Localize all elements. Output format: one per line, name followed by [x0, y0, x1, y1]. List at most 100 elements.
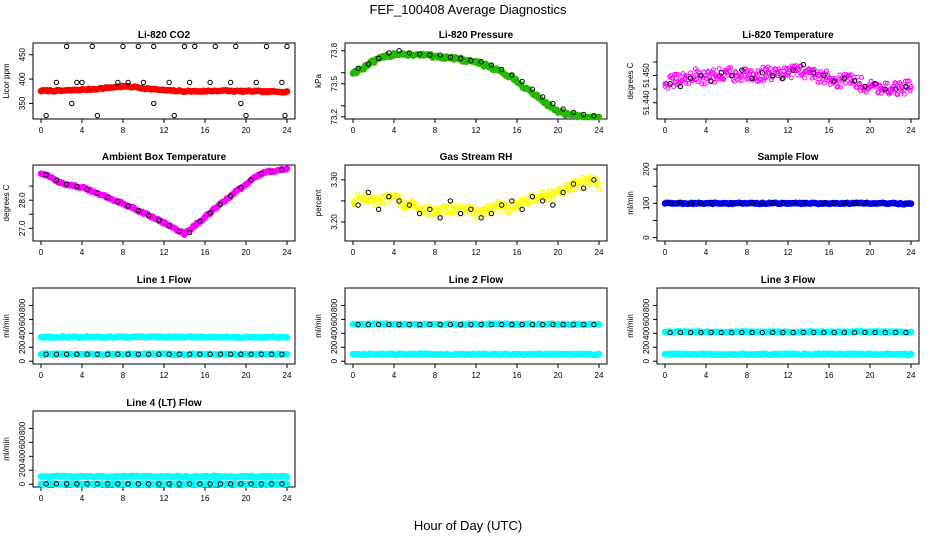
data-point — [258, 170, 265, 177]
data-point — [207, 210, 213, 216]
data-point — [667, 81, 673, 87]
data-point — [355, 65, 361, 72]
data-point — [790, 67, 796, 73]
panel-7: Line 1 Flow ml/min 0 4 8 12 16 20 24 0 20040060080… — [2, 275, 296, 380]
y-tick-label: 0 — [18, 358, 27, 363]
data-point — [53, 351, 60, 357]
data-point — [534, 93, 541, 100]
data-point — [243, 181, 249, 188]
data-point — [596, 321, 602, 328]
data-point — [197, 351, 203, 357]
x-tick-label: 20 — [554, 371, 563, 380]
data-point — [411, 52, 418, 59]
data-point — [488, 210, 495, 217]
y-tick-label: 100 — [642, 196, 651, 210]
x-tick-label: 12 — [472, 371, 481, 380]
y-tick-label: 0 — [642, 358, 651, 363]
data-point — [754, 73, 760, 79]
x-tick-label: 20 — [554, 248, 563, 257]
data-point — [468, 321, 474, 328]
page-title: FEF_100408 Average Diagnostics — [369, 2, 567, 17]
data-point — [391, 351, 397, 358]
data-point — [805, 200, 812, 207]
data-point — [493, 66, 500, 73]
data-point — [171, 87, 178, 94]
data-point — [514, 78, 520, 85]
data-point — [284, 165, 290, 172]
data-point — [513, 207, 519, 213]
data-point — [785, 351, 791, 358]
data-point — [810, 200, 817, 207]
data-point — [769, 329, 776, 336]
data-point — [222, 351, 229, 358]
x-tick-label: 8 — [121, 371, 126, 380]
data-point — [667, 200, 673, 207]
data-point — [826, 351, 832, 358]
data-point — [186, 351, 193, 357]
x-tick-label: 24 — [595, 248, 604, 257]
data-point — [677, 83, 684, 90]
data-point — [723, 328, 730, 335]
data-point — [906, 78, 912, 84]
data-point — [380, 54, 387, 61]
panel-title: Li-820 CO2 — [138, 30, 191, 41]
x-tick-label: 8 — [121, 494, 126, 503]
panel-title: Line 4 (LT) Flow — [126, 398, 202, 409]
x-axis-caption: Hour of Day (UTC) — [413, 518, 523, 533]
data-point — [560, 192, 566, 198]
y-tick-label: 600 — [330, 312, 339, 326]
panel-1: Li-820 CO2 Licor ppm 0 4 8 12 16 20 24 350 400 450 — [2, 30, 296, 135]
data-point — [248, 481, 254, 487]
data-point — [396, 198, 402, 204]
x-tick-label: 20 — [866, 248, 875, 257]
data-point — [140, 209, 147, 216]
data-point — [682, 200, 689, 207]
data-point — [468, 204, 474, 210]
data-point — [718, 76, 724, 82]
x-tick-label: 12 — [472, 248, 481, 257]
data-point — [831, 78, 837, 84]
series-hourly — [667, 329, 909, 336]
data-point — [744, 351, 750, 358]
data-point — [473, 321, 479, 328]
data-point — [591, 321, 597, 328]
data-point — [529, 321, 536, 328]
x-tick-label: 20 — [866, 371, 875, 380]
panel-title: Sample Flow — [757, 152, 818, 163]
x-tick-label: 12 — [160, 371, 169, 380]
data-point — [284, 480, 290, 487]
data-point — [43, 481, 49, 487]
data-point — [207, 79, 213, 86]
data-point — [744, 328, 750, 335]
data-point — [140, 85, 147, 92]
data-point — [670, 75, 676, 81]
data-point — [84, 186, 90, 193]
data-point — [222, 480, 229, 487]
data-point — [716, 66, 722, 72]
x-tick-label: 12 — [472, 126, 481, 135]
data-point — [851, 78, 858, 84]
data-point — [884, 80, 890, 86]
x-tick-label: 8 — [745, 126, 750, 135]
data-point — [713, 73, 719, 79]
data-point — [166, 481, 172, 487]
data-point — [227, 79, 234, 86]
panel-6: Sample Flow ml/min 0 4 8 12 16 20 24 0 100 200 — [626, 152, 920, 257]
data-point — [365, 61, 372, 67]
panel-title: Li-820 Temperature — [742, 30, 834, 41]
panel-9: Line 3 Flow ml/min 0 4 8 12 16 20 24 0 20040060080… — [626, 275, 920, 380]
data-point — [687, 200, 694, 207]
data-point — [284, 88, 290, 95]
data-point — [243, 473, 249, 480]
data-point — [887, 328, 894, 335]
data-point — [355, 321, 361, 328]
data-point — [135, 207, 142, 214]
data-point — [84, 481, 90, 487]
data-point — [99, 480, 106, 487]
x-tick-label: 4 — [392, 126, 397, 135]
data-point — [171, 225, 178, 232]
panel-title: Line 1 Flow — [137, 275, 192, 286]
data-point — [391, 321, 397, 328]
data-point — [555, 321, 561, 328]
